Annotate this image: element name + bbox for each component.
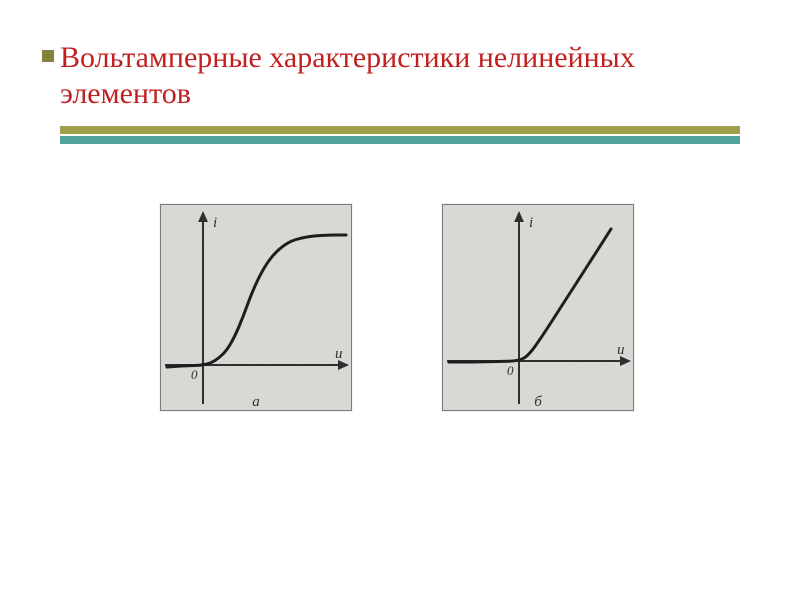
origin-label: 0 [507,363,514,378]
title-block: Вольтамперные характеристики нелинейных … [60,40,740,112]
divider-rules [60,126,740,144]
rule-bottom [60,136,740,144]
chart-a: i u 0 a [160,204,352,411]
y-axis-label: i [213,215,217,231]
x-axis-label: u [335,346,343,362]
charts-row: i u 0 a i u 0 б [160,204,740,411]
y-axis-label: i [529,215,533,231]
slide: Вольтамперные характеристики нелинейных … [0,0,800,600]
chart-caption: a [252,394,260,410]
chart-b-svg: i u 0 б [443,205,633,410]
chart-b: i u 0 б [442,204,634,411]
page-title: Вольтамперные характеристики нелинейных … [60,40,740,112]
chart-caption: б [534,394,542,410]
rule-top [60,126,740,134]
chart-a-svg: i u 0 a [161,205,351,410]
origin-label: 0 [191,367,198,382]
title-bullet-icon [42,50,54,62]
x-axis-label: u [617,342,625,358]
